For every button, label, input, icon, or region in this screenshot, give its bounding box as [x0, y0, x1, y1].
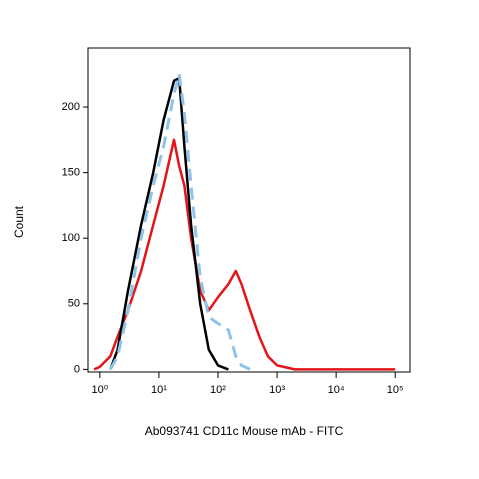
x-tick-label: 10³	[269, 384, 285, 396]
y-axis-label: Count	[12, 205, 26, 238]
x-tick-label: 10⁵	[387, 384, 404, 396]
series-line	[109, 76, 229, 371]
y-tick-label: 200	[62, 101, 80, 113]
y-tick-label: 150	[62, 167, 80, 179]
series-line	[108, 72, 251, 371]
plot-frame	[87, 47, 411, 373]
x-axis-label: Ab093741 CD11c Mouse mAb - FITC	[145, 424, 344, 438]
x-tick-label: 10¹	[151, 384, 167, 396]
x-tick-label: 10²	[210, 384, 226, 396]
y-tick-label: 50	[68, 298, 80, 310]
y-tick-label: 0	[74, 363, 80, 375]
x-tick-label: 10⁰	[92, 384, 109, 396]
y-tick-label: 100	[62, 232, 80, 244]
x-tick-label: 10⁴	[328, 384, 345, 396]
